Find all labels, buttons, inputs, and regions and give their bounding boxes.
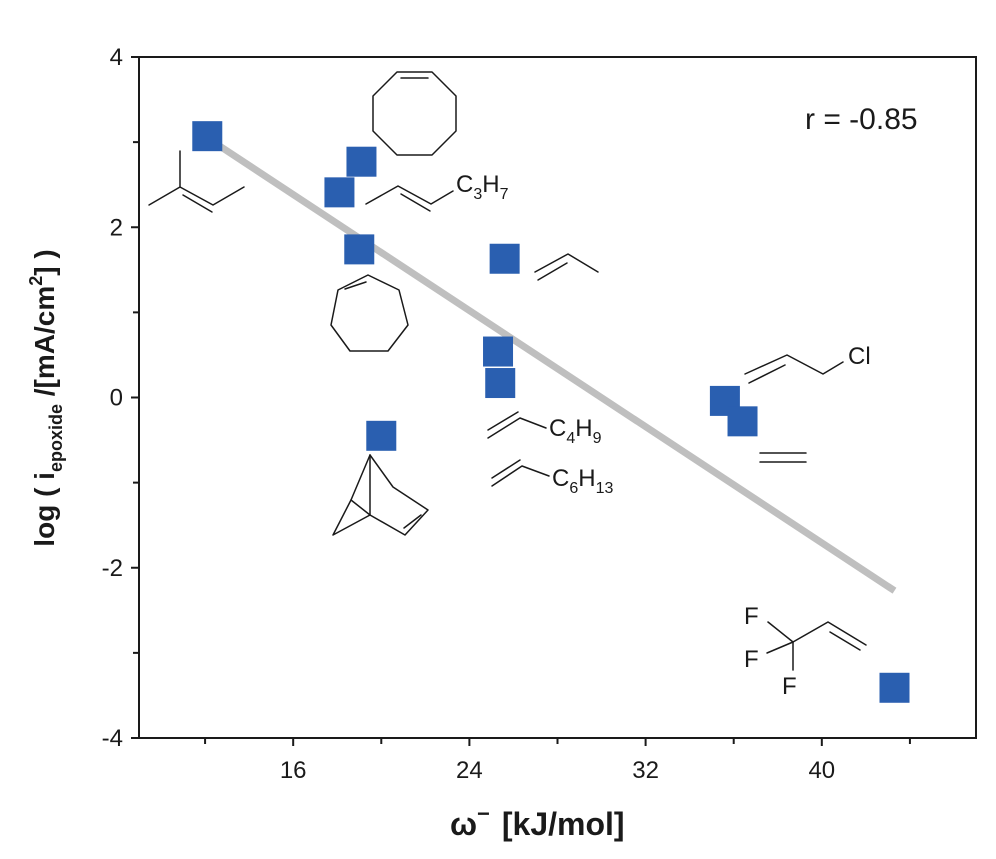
- axis-ticks: [131, 56, 911, 746]
- data-point: [879, 672, 910, 703]
- hexene-1-structure: C4H9: [487, 411, 602, 447]
- norbornene-structure: [332, 454, 429, 536]
- trifluoropropene-structure: F F F: [744, 603, 867, 700]
- data-point: [727, 406, 758, 437]
- fluoro-label-2: F: [744, 646, 759, 673]
- x-tick-label: 32: [632, 757, 659, 784]
- butyl-h: H: [575, 415, 592, 442]
- methylbutene-structure: [148, 150, 245, 213]
- propyl-h: H: [482, 171, 499, 198]
- data-point: [346, 146, 377, 177]
- data-point: [344, 234, 375, 265]
- data-point: [366, 420, 397, 451]
- butyl-sub2: 9: [593, 430, 602, 447]
- allyl-chloride-structure: Cl: [744, 343, 871, 384]
- propyl-sub1: 3: [473, 186, 482, 203]
- y-axis-title-suffix: ] ): [29, 249, 60, 275]
- ethylene-structure: [759, 452, 807, 463]
- regression-line: [205, 134, 897, 594]
- y-tick-label: 0: [110, 385, 123, 412]
- x-tick-label: 24: [456, 757, 483, 784]
- data-point: [485, 368, 516, 399]
- x-axis-title-sup: −: [477, 801, 490, 826]
- cyclooctene-structure: [372, 71, 457, 156]
- y-axis-title-sup: 2: [26, 276, 46, 286]
- octene-structure: C6H13: [491, 459, 613, 497]
- tick-labels: 16 24 32 40 4 2 0 -2 -4: [102, 44, 836, 784]
- data-point: [324, 177, 355, 208]
- hexyl-sub2: 13: [596, 480, 614, 497]
- fluoro-label-1: F: [744, 603, 759, 630]
- x-axis-title: ω− [kJ/mol]: [450, 801, 625, 842]
- fluoro-label-3: F: [782, 673, 797, 700]
- hexyl-h: H: [578, 465, 595, 492]
- y-tick-label: -2: [102, 555, 123, 582]
- molecule-drawings: C3H7 C4H9 C6H13: [148, 71, 871, 700]
- propene-structure: [534, 253, 599, 281]
- y-axis-title-sub: epoxide: [46, 404, 66, 472]
- butyl-sub1: 4: [566, 430, 575, 447]
- propyl-sub2: 7: [500, 186, 509, 203]
- hexyl-c: C: [552, 465, 569, 492]
- hexene-structure: C3H7: [365, 171, 509, 212]
- y-tick-label: 2: [110, 214, 123, 241]
- correlation-annotation: r = -0.85: [805, 103, 918, 136]
- data-point: [483, 336, 514, 367]
- y-tick-label: -4: [102, 725, 123, 752]
- y-axis-title-mid: /[mA/cm: [29, 286, 60, 404]
- hexyl-sub1: 6: [569, 480, 578, 497]
- x-axis-title-main: ω: [450, 806, 477, 842]
- y-axis-title-prefix: log ( i: [29, 472, 60, 547]
- x-tick-label: 16: [280, 757, 307, 784]
- svg-text:C6H13: C6H13: [552, 465, 613, 497]
- svg-text:C4H9: C4H9: [549, 415, 602, 447]
- cycloheptene-structure: [330, 274, 409, 352]
- svg-text:C3H7: C3H7: [456, 171, 509, 203]
- x-axis-title-units: [kJ/mol]: [502, 806, 625, 842]
- chloro-label: Cl: [848, 343, 871, 370]
- data-point: [192, 121, 223, 152]
- propyl-c: C: [456, 171, 473, 198]
- x-tick-label: 40: [808, 757, 835, 784]
- data-points: [192, 121, 910, 703]
- y-tick-label: 4: [110, 44, 123, 71]
- butyl-c: C: [549, 415, 566, 442]
- y-axis-title: log ( iepoxide /[mA/cm2] ): [26, 249, 66, 546]
- data-point: [489, 243, 520, 274]
